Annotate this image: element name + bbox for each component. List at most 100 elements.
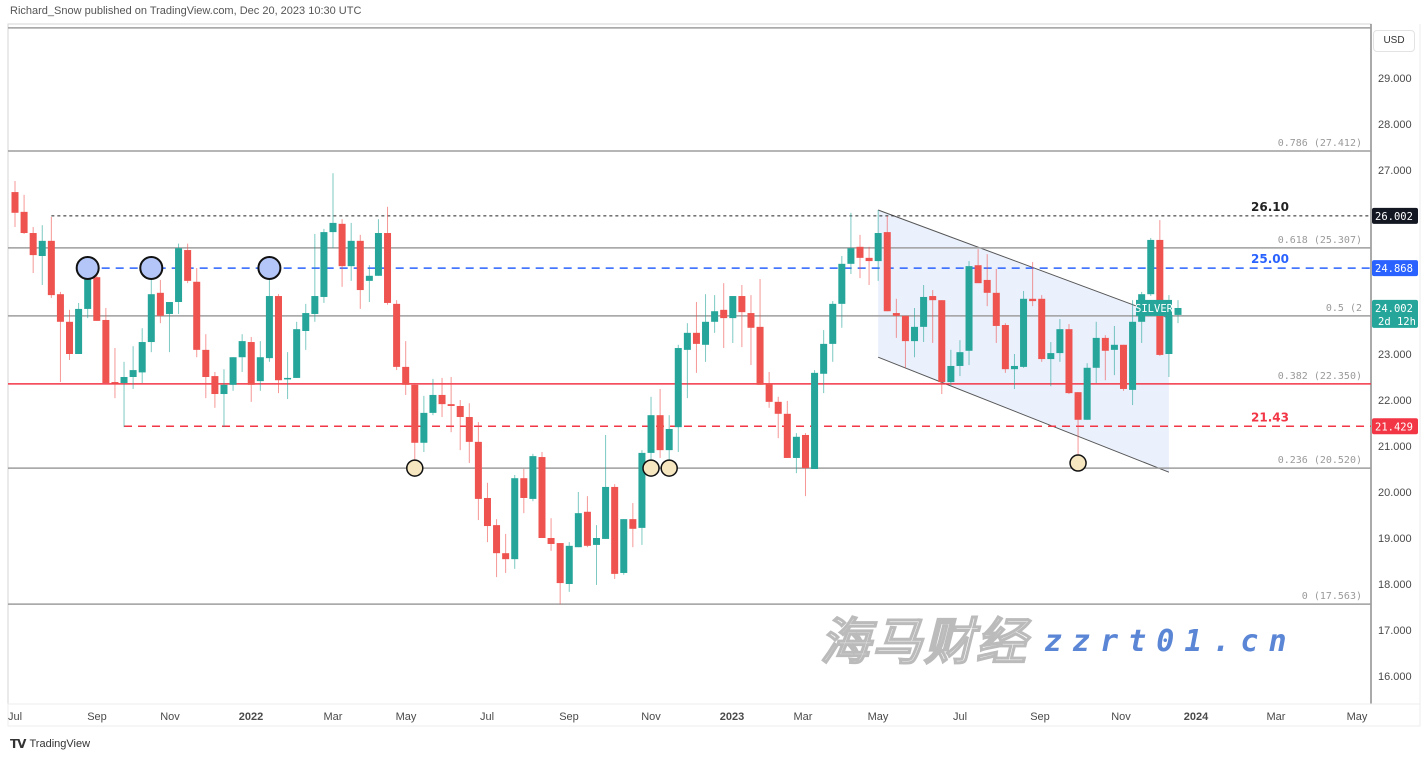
fib-level-label: 0.618 (25.307)	[1278, 235, 1362, 246]
candle-body	[720, 309, 728, 319]
candle-body	[111, 382, 119, 384]
time-tick-label: Sep	[1030, 711, 1050, 723]
candle-body	[801, 434, 809, 469]
candle-body	[456, 405, 464, 418]
candle-body	[511, 478, 519, 560]
candle-body	[992, 292, 1000, 326]
candle-body	[356, 240, 364, 291]
time-tick-label: Sep	[87, 711, 107, 723]
candle	[1147, 238, 1155, 297]
candle	[1020, 290, 1028, 368]
candle-body	[284, 377, 292, 380]
candle-body	[1029, 298, 1037, 302]
touch-marker-beige	[1069, 454, 1087, 472]
candle	[529, 453, 537, 502]
channel-upper-line	[877, 209, 1170, 319]
candle	[284, 352, 292, 400]
candle	[293, 321, 301, 378]
candle-body	[856, 246, 864, 258]
candle	[56, 291, 64, 383]
candle	[474, 422, 482, 521]
last-price-text: 24.002	[1375, 303, 1413, 315]
candle-body	[202, 349, 210, 377]
bar-countdown-text: 2d 12h	[1378, 316, 1416, 328]
candle-body	[147, 294, 155, 343]
candle-body	[302, 313, 310, 331]
candle	[820, 330, 828, 394]
price-badge-text: 26.002	[1375, 211, 1413, 223]
candle	[193, 267, 201, 358]
candle	[247, 336, 255, 402]
candle-body	[1092, 337, 1100, 368]
price-tick-label: 17.000	[1378, 625, 1412, 637]
time-tick-label: Mar	[1267, 711, 1286, 723]
candle	[338, 219, 346, 287]
candle	[47, 216, 55, 298]
touch-marker-beige	[406, 459, 424, 477]
candle-body	[320, 232, 328, 297]
price-axis[interactable]: 29.000 28.000 27.000 23.000 22.000 21.000 20.0…	[1378, 73, 1412, 683]
candle-body	[393, 303, 401, 367]
candle	[311, 233, 319, 322]
candle-body	[956, 352, 964, 366]
candle	[329, 173, 337, 249]
candle-body	[1156, 239, 1164, 355]
candle	[202, 334, 210, 399]
candle-body	[274, 296, 282, 381]
candle-body	[193, 281, 201, 350]
candle	[801, 433, 809, 497]
candle	[320, 228, 328, 303]
candle	[129, 346, 137, 389]
candle-body	[129, 370, 137, 377]
candle	[156, 279, 164, 324]
candle-body	[702, 321, 710, 345]
candle	[511, 474, 519, 569]
time-axis-area	[7, 703, 1421, 727]
candle	[1074, 392, 1082, 463]
candle-body	[120, 377, 128, 383]
candle-body	[175, 248, 183, 303]
candle-body	[211, 376, 219, 395]
candle	[792, 433, 800, 474]
candle-body	[1147, 239, 1155, 295]
candle-body	[229, 357, 237, 385]
candle	[1056, 319, 1064, 362]
candle-body	[711, 311, 719, 322]
candle-body	[683, 332, 691, 350]
candle-body	[602, 486, 610, 539]
candle	[384, 206, 392, 305]
candle-body	[84, 277, 92, 309]
time-tick-label: 2023	[720, 711, 744, 723]
price-badge	[1372, 207, 1418, 224]
candle-body	[1083, 367, 1091, 420]
candle	[20, 194, 28, 234]
candle-body	[593, 538, 601, 545]
candle	[520, 469, 528, 514]
candle	[493, 519, 501, 578]
currency-label[interactable]: USD	[1373, 30, 1415, 52]
time-tick-label: 2022	[239, 711, 263, 723]
price-tick-label: 29.000	[1378, 73, 1412, 85]
candle-body	[66, 321, 74, 354]
candle-body	[220, 384, 228, 395]
candle-body	[238, 341, 246, 358]
candle-body	[493, 525, 501, 554]
candle	[556, 543, 564, 605]
candle	[75, 302, 83, 354]
tradingview-branding[interactable]: 𝗧𝗩 TradingView	[10, 737, 90, 751]
candle	[93, 271, 101, 321]
candle-body	[138, 342, 146, 373]
candle-body	[365, 275, 373, 281]
candle-body	[729, 296, 737, 319]
candle	[593, 525, 601, 585]
time-axis[interactable]: Jul Sep Nov 2022 Mar May Jul Sep Nov 2023 Mar May Ju…	[8, 711, 1368, 723]
price-badge-text: 24.868	[1375, 263, 1413, 275]
candle	[1001, 323, 1009, 373]
channel-lower-line	[877, 356, 1170, 473]
candle-body	[438, 394, 446, 405]
candle-body	[411, 384, 419, 443]
candle-body	[792, 436, 800, 458]
candle	[674, 344, 682, 452]
candle-body	[783, 413, 791, 458]
